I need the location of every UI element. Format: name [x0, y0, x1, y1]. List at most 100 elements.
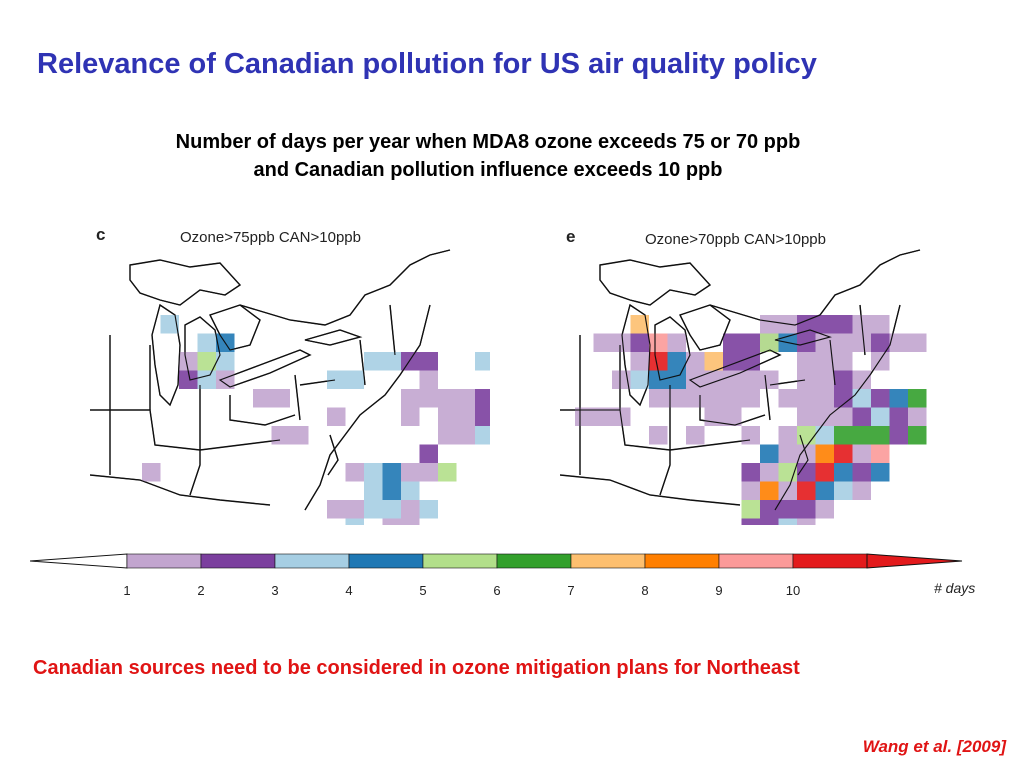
map-grid-cell	[216, 352, 235, 371]
map-grid-cell	[778, 500, 797, 519]
map-grid-cell	[630, 370, 649, 389]
map-grid-cell	[797, 352, 816, 371]
map-boundary-line	[659, 385, 671, 496]
map-grid-cell	[382, 352, 401, 371]
map-grid-cell	[401, 389, 420, 408]
map-grid-cell	[197, 333, 216, 352]
map-grid-cell	[630, 352, 649, 371]
map-boundary-line	[599, 259, 711, 306]
map-grid-cell	[797, 518, 816, 525]
map-grid-cell	[889, 389, 908, 408]
map-grid-cell	[815, 481, 834, 500]
map-boundary-line	[129, 259, 241, 306]
map-grid-cell	[760, 444, 779, 463]
map-grid-cell	[871, 463, 890, 482]
map-grid-cell	[797, 389, 816, 408]
map-grid-cell	[908, 426, 927, 445]
map-grid-cell	[401, 407, 420, 426]
map-grid-cell	[815, 426, 834, 445]
map-grid-cell	[704, 389, 723, 408]
map-boundary-line	[769, 379, 806, 386]
map-grid-cell	[704, 352, 723, 371]
map-grid-cell	[834, 426, 853, 445]
exceedance-cells	[142, 315, 490, 525]
map-grid-cell	[438, 426, 457, 445]
map-grid-cell	[475, 426, 490, 445]
map-grid-cell	[797, 463, 816, 482]
map-grid-cell	[345, 500, 364, 519]
map-grid-cell	[723, 407, 742, 426]
map-grid-cell	[382, 500, 401, 519]
colorbar-tick-label: 8	[641, 583, 649, 598]
map-grid-cell	[649, 426, 668, 445]
map-grid-cell	[419, 389, 438, 408]
map-grid-cell	[760, 518, 779, 525]
map-grid-cell	[667, 333, 686, 352]
colorbar	[30, 553, 963, 569]
map-grid-cell	[456, 407, 475, 426]
map-grid-cell	[649, 370, 668, 389]
panel-e-label: e	[566, 227, 576, 246]
map-grid-cell	[852, 426, 871, 445]
map-grid-cell	[364, 481, 383, 500]
map-boundary-line	[688, 349, 782, 388]
map-grid-cell	[797, 481, 816, 500]
map-grid-cell	[630, 315, 649, 334]
map-boundary-line	[774, 304, 901, 511]
map-boundary-line	[151, 304, 181, 406]
map-outlines-overlay	[560, 249, 921, 511]
map-grid-cell	[686, 389, 705, 408]
map-grid-cell	[401, 463, 420, 482]
map-grid-cell	[760, 315, 779, 334]
map-boundary-line	[797, 434, 809, 476]
map-boundary-line	[184, 316, 221, 381]
map-grid-cell	[649, 333, 668, 352]
map-grid-cell	[271, 426, 290, 445]
map-grid-cell	[741, 389, 760, 408]
map-grid-cell	[723, 389, 742, 408]
map-boundary-line	[764, 374, 771, 421]
colorbar-segment	[348, 553, 424, 569]
map-boundary-line	[239, 249, 451, 326]
map-grid-cell	[630, 333, 649, 352]
map-grid-cell	[345, 463, 364, 482]
map-grid-cell	[345, 370, 364, 389]
colorbar-tick-label: 3	[271, 583, 279, 598]
map-grid-cell	[686, 370, 705, 389]
map-grid-cell	[382, 463, 401, 482]
map-grid-cell	[216, 370, 235, 389]
map-boundary-line	[90, 409, 281, 451]
map-grid-cell	[815, 315, 834, 334]
map-grid-cell	[834, 407, 853, 426]
map-grid-cell	[419, 444, 438, 463]
map-boundary-line	[90, 474, 271, 506]
map-boundary-line	[560, 409, 751, 451]
map-grid-cell	[593, 333, 612, 352]
map-grid-cell	[852, 370, 871, 389]
map-grid-cell	[908, 389, 927, 408]
map-grid-cell	[797, 315, 816, 334]
colorbar-segment	[422, 553, 498, 569]
map-grid-cell	[815, 407, 834, 426]
map-grid-cell	[364, 500, 383, 519]
colorbar-tick-label: 7	[567, 583, 575, 598]
map-grid-cell	[419, 352, 438, 371]
panel-e-description: Ozone>70ppb CAN>10ppb	[645, 231, 826, 248]
map-grid-cell	[760, 463, 779, 482]
map-boundary-line	[859, 304, 866, 356]
colorbar-segment	[718, 553, 794, 569]
map-grid-cell	[815, 352, 834, 371]
map-grid-cell	[834, 463, 853, 482]
colorbar-segment	[496, 553, 572, 569]
map-grid-cell	[852, 481, 871, 500]
map-grid-cell	[778, 444, 797, 463]
map-boundary-line	[621, 304, 651, 406]
map-grid-cell	[253, 389, 272, 408]
map-grid-cell	[686, 426, 705, 445]
map-grid-cell	[871, 315, 890, 334]
map-grid-cell	[401, 481, 420, 500]
map-grid-cell	[760, 370, 779, 389]
map-grid-cell	[889, 426, 908, 445]
map-grid-cell	[852, 407, 871, 426]
map-grid-cell	[345, 518, 364, 525]
